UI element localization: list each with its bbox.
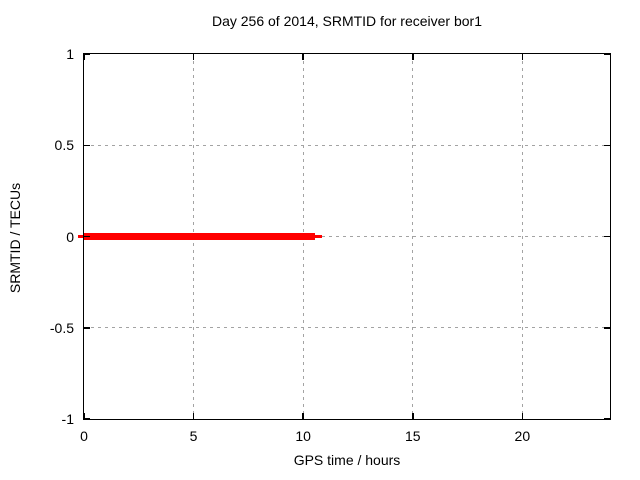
x-tick-mark-bottom: [521, 413, 524, 419]
y-tick-mark-right: [604, 327, 610, 329]
y-tick-mark-left: [84, 144, 90, 146]
plot-area: [78, 53, 611, 420]
x-tick-mark-bottom: [302, 413, 304, 419]
gridline-horizontal: [84, 144, 610, 146]
y-tick-mark-left: [84, 53, 90, 55]
y-tick-mark-right: [604, 53, 610, 55]
y-tick-label: 0: [66, 228, 74, 245]
y-tick-mark-right: [604, 144, 610, 146]
x-tick-label: 15: [404, 428, 421, 444]
x-tick-label: 10: [295, 428, 311, 444]
x-tick-mark-bottom: [412, 413, 414, 419]
x-tick-mark-top: [302, 54, 304, 60]
x-tick-mark-top: [412, 54, 414, 60]
y-tick-label: 1: [66, 46, 74, 62]
srmtid-series-bar: [84, 233, 316, 240]
y-tick-label: 0.5: [54, 137, 74, 154]
y-tick-mark-left: [84, 235, 90, 238]
x-tick-mark-top: [521, 54, 524, 60]
x-axis-label: GPS time / hours: [293, 452, 401, 468]
y-tick-mark-left: [84, 327, 90, 329]
x-tick-mark-top: [192, 54, 195, 60]
y-tick-mark-right: [604, 418, 610, 420]
chart-title: Day 256 of 2014, SRMTID for receiver bor…: [211, 13, 482, 29]
y-tick-mark-left: [84, 418, 90, 420]
gridline-horizontal: [84, 236, 610, 237]
gridline-horizontal: [84, 327, 610, 329]
x-tick-label: 5: [189, 428, 198, 444]
x-tick-mark-bottom: [192, 413, 195, 419]
x-tick-mark-bottom: [83, 413, 85, 419]
y-tick-label: -1: [61, 411, 74, 427]
x-tick-mark-top: [83, 54, 85, 60]
y-tick-mark-right: [604, 235, 610, 238]
x-tick-label: 0: [80, 428, 88, 444]
y-tick-label: -0.5: [49, 319, 74, 336]
x-tick-label: 20: [514, 428, 531, 444]
